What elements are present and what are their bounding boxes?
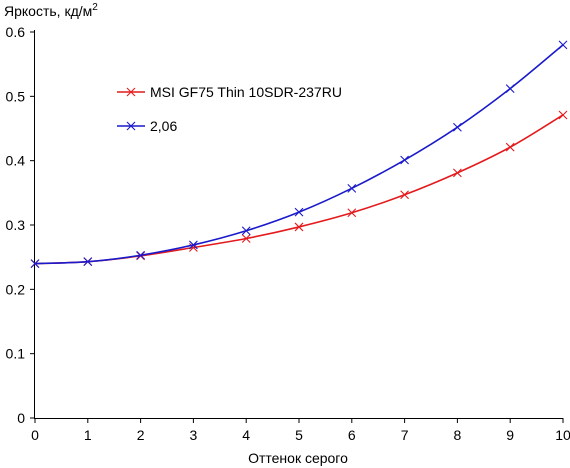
data-point-marker bbox=[83, 257, 93, 267]
y-tick-label: 0.5 bbox=[6, 88, 26, 104]
data-point-marker bbox=[347, 208, 357, 218]
x-tick-label: 7 bbox=[401, 427, 409, 443]
data-point-marker bbox=[505, 84, 515, 94]
y-tick-label: 0.2 bbox=[6, 281, 26, 297]
legend-label: 2,06 bbox=[150, 118, 177, 134]
legend-entry: MSI GF75 Thin 10SDR-237RU bbox=[117, 84, 342, 100]
data-point-marker bbox=[241, 234, 251, 243]
x-tick-label: 6 bbox=[348, 427, 356, 443]
data-point-marker bbox=[241, 226, 251, 236]
x-tick-label: 1 bbox=[84, 427, 92, 443]
x-tick-label: 9 bbox=[506, 427, 514, 443]
x-tick-label: 5 bbox=[295, 427, 303, 443]
series-2 bbox=[30, 40, 568, 268]
series-1 bbox=[30, 110, 568, 268]
x-axis-label: Оттенок серого bbox=[248, 450, 348, 466]
y-tick-label: 0.3 bbox=[6, 217, 26, 233]
y-tick-label: 0.1 bbox=[6, 346, 26, 362]
legend-marker bbox=[126, 87, 136, 97]
data-point-marker bbox=[400, 190, 409, 200]
x-tick-label: 2 bbox=[137, 427, 145, 443]
data-point-marker bbox=[294, 222, 304, 232]
y-tick-label: 0.4 bbox=[6, 153, 26, 169]
x-tick-label: 4 bbox=[242, 427, 250, 443]
data-point-marker bbox=[505, 142, 515, 152]
y-tick-label: 0 bbox=[17, 410, 25, 426]
y-axis-label-text: Яркость, кд/м bbox=[4, 3, 92, 19]
y-tick-label: 0.6 bbox=[6, 24, 26, 40]
data-point-marker bbox=[558, 40, 568, 50]
x-tick-label: 0 bbox=[31, 427, 39, 443]
y-ticks: 0 0.1 0.2 0.3 0.4 0.5 0.6 bbox=[6, 24, 35, 426]
legend-label: MSI GF75 Thin 10SDR-237RU bbox=[150, 84, 342, 100]
x-tick-label: 10 bbox=[555, 427, 570, 443]
data-point-marker bbox=[453, 168, 462, 178]
series-line bbox=[34, 114, 564, 265]
data-point-marker bbox=[136, 250, 145, 260]
y-axis-label-superscript: 2 bbox=[92, 2, 98, 13]
data-point-marker bbox=[347, 183, 357, 193]
y-axis-label: Яркость, кд/м2 bbox=[4, 2, 98, 19]
data-point-marker bbox=[294, 207, 304, 217]
data-point-marker bbox=[30, 259, 40, 268]
x-tick-label: 3 bbox=[190, 427, 198, 443]
legend: MSI GF75 Thin 10SDR-237RU 2,06 bbox=[117, 84, 342, 134]
x-ticks: 0 1 2 3 4 5 6 7 8 9 10 bbox=[31, 418, 570, 443]
legend-marker bbox=[126, 121, 136, 131]
legend-entry: 2,06 bbox=[117, 118, 177, 134]
series-layer bbox=[30, 40, 568, 268]
data-point-marker bbox=[558, 110, 568, 120]
x-tick-label: 8 bbox=[454, 427, 462, 443]
data-point-marker bbox=[400, 155, 409, 165]
series-line bbox=[34, 44, 564, 265]
data-point-marker bbox=[453, 122, 462, 132]
data-point-marker bbox=[189, 240, 198, 250]
